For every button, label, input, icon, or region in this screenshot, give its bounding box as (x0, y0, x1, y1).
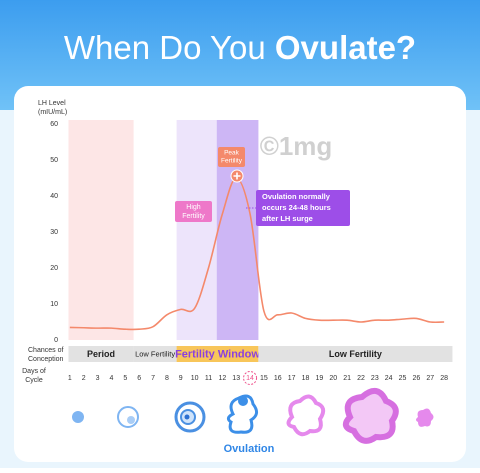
y-axis-label: LH Level (38, 100, 66, 107)
x-tick-label: 20 (329, 375, 337, 382)
x-axis-label: Cycle (25, 377, 43, 384)
watermark: ©1mg (260, 131, 333, 161)
x-tick-label: 21 (343, 375, 351, 382)
x-tick-label: 27 (426, 375, 434, 382)
x-tick-label: 23 (371, 375, 379, 382)
y-tick-label: 40 (50, 193, 58, 200)
conception-label: Conception (28, 356, 64, 363)
y-tick-label: 60 (50, 121, 58, 128)
x-tick-label: 26 (413, 375, 421, 382)
x-tick-label: 12 (218, 375, 226, 382)
ovulation-note: Ovulation normally (262, 192, 331, 201)
conception-text: Low Fertility (135, 349, 175, 358)
high-box (175, 201, 212, 222)
icon (184, 414, 190, 420)
x-tick-label: 4 (109, 375, 113, 382)
icon (127, 416, 135, 424)
y-tick-label: 50 (50, 157, 58, 164)
x-tick-label: 2 (82, 375, 86, 382)
peak-box (218, 147, 245, 167)
lh-line (69, 177, 445, 331)
x-tick-label: 3 (96, 375, 100, 382)
x-tick-label: 9 (179, 375, 183, 382)
x-tick-label: 22 (357, 375, 365, 382)
x-tick-label: 5 (123, 375, 127, 382)
peak-label: Fertility (221, 158, 243, 165)
x-tick-label: 8 (165, 375, 169, 382)
icon (117, 406, 139, 428)
conception-segment (133, 346, 177, 362)
title: When Do You Ovulate? (64, 29, 416, 66)
peak-label: Peak (224, 150, 240, 157)
conception-label: Chances of (28, 347, 63, 354)
title-light: When Do You (64, 29, 266, 66)
highlight-ring (243, 371, 258, 385)
icon (72, 411, 84, 423)
title-bold: Ovulate? (275, 29, 416, 66)
conception-text: Fertility Window (175, 348, 260, 360)
peak-plus (233, 172, 241, 180)
x-tick-label: 25 (399, 375, 407, 382)
region-band (68, 120, 134, 340)
x-tick-label: 28 (440, 375, 448, 382)
conception-segment (68, 346, 134, 362)
high-label: High (186, 204, 201, 211)
high-label: Fertility (182, 213, 205, 220)
x-tick-label: 14 (246, 375, 254, 382)
x-tick-label: 19 (315, 375, 323, 382)
x-tick-label: 15 (260, 375, 268, 382)
y-tick-label: 30 (50, 229, 58, 236)
icon (238, 396, 248, 406)
ovulation-note: after LH surge (262, 214, 313, 223)
x-tick-label: 24 (385, 375, 393, 382)
conception-segment (176, 346, 259, 362)
x-tick-label: 6 (137, 375, 141, 382)
ovulation-note: occurs 24-48 hours (262, 203, 331, 212)
x-axis-label: Days of (22, 368, 46, 375)
conception-text: Low Fertility (329, 349, 382, 359)
y-tick-label: 0 (54, 337, 58, 344)
icon (416, 408, 434, 427)
x-tick-label: 11 (205, 375, 212, 382)
conception-segment (258, 346, 453, 362)
y-tick-label: 10 (50, 301, 58, 308)
ovulation-box (256, 190, 350, 226)
x-tick-label: 7 (151, 375, 155, 382)
x-tick-label: 16 (274, 375, 282, 382)
icon (286, 394, 326, 437)
y-tick-label: 20 (50, 265, 58, 272)
y-axis-label: (mIU/mL) (38, 109, 67, 116)
icon (342, 388, 399, 444)
conception-text: Period (87, 349, 115, 359)
x-tick-label: 17 (288, 375, 296, 382)
x-tick-label: 1 (68, 375, 72, 382)
x-tick-label: 13 (232, 375, 240, 382)
ovulation-label: Ovulation (224, 443, 275, 455)
x-tick-label: 18 (302, 375, 310, 382)
x-tick-label: 10 (191, 375, 199, 382)
